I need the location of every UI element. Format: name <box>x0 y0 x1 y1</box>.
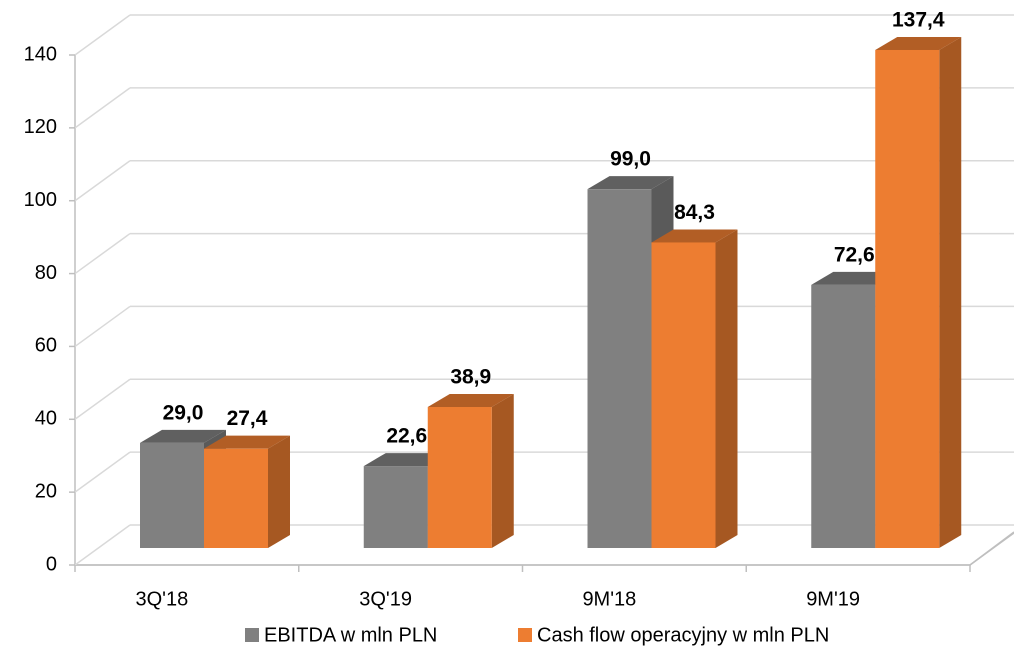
x-tick-label: 3Q'18 <box>136 588 189 610</box>
legend-label: Cash flow operacyjny w mln PLN <box>537 624 829 646</box>
x-tick-label: 3Q'19 <box>359 588 412 610</box>
bar-side <box>939 36 962 549</box>
data-label: 27,4 <box>227 407 268 430</box>
y-tick-label: 40 <box>35 408 57 430</box>
data-label: 72,6 <box>834 243 875 266</box>
x-tick-label: 9M'18 <box>582 588 636 610</box>
bar-side <box>268 435 290 548</box>
grid-line-side <box>74 160 131 202</box>
legend-label: EBITDA w mln PLN <box>264 624 437 646</box>
y-tick-label: 0 <box>46 553 57 575</box>
legend-swatch <box>245 628 259 642</box>
grid-line-side <box>74 451 131 493</box>
legend-swatch <box>518 628 532 642</box>
bar <box>140 442 204 548</box>
bar-side <box>715 229 738 548</box>
bar <box>204 448 268 548</box>
grid-line-side <box>74 87 131 129</box>
bar-top <box>140 429 226 443</box>
y-tick-label: 140 <box>24 43 57 65</box>
bar-top <box>204 435 290 449</box>
bar <box>427 407 492 548</box>
grid-line-side <box>74 305 131 348</box>
grid-line-side <box>74 232 131 275</box>
bar <box>811 284 876 548</box>
bar-top <box>651 229 738 243</box>
bar-top <box>875 36 962 50</box>
x-tick-label: 9M'19 <box>806 588 860 610</box>
data-label: 29,0 <box>163 401 204 424</box>
grid-line-side <box>74 524 131 566</box>
data-label: 84,3 <box>674 201 715 224</box>
bar-side <box>491 394 514 548</box>
bar <box>587 189 652 549</box>
bar-top <box>427 394 514 408</box>
data-label: 22,6 <box>386 425 427 448</box>
y-tick-label: 120 <box>24 116 57 138</box>
data-label: 38,9 <box>450 366 491 389</box>
bar-top <box>587 176 674 190</box>
y-tick-label: 100 <box>24 189 57 211</box>
data-label: 137,4 <box>892 9 945 32</box>
data-label: 99,0 <box>610 148 651 171</box>
side-line <box>969 531 1014 566</box>
bar <box>875 49 940 549</box>
bar <box>651 242 716 548</box>
y-tick-label: 80 <box>35 262 57 284</box>
grid-line-side <box>74 378 131 420</box>
y-tick-label: 20 <box>35 480 57 502</box>
y-tick-label: 60 <box>35 335 57 357</box>
bar <box>363 466 428 548</box>
grid-line-side <box>74 14 131 56</box>
